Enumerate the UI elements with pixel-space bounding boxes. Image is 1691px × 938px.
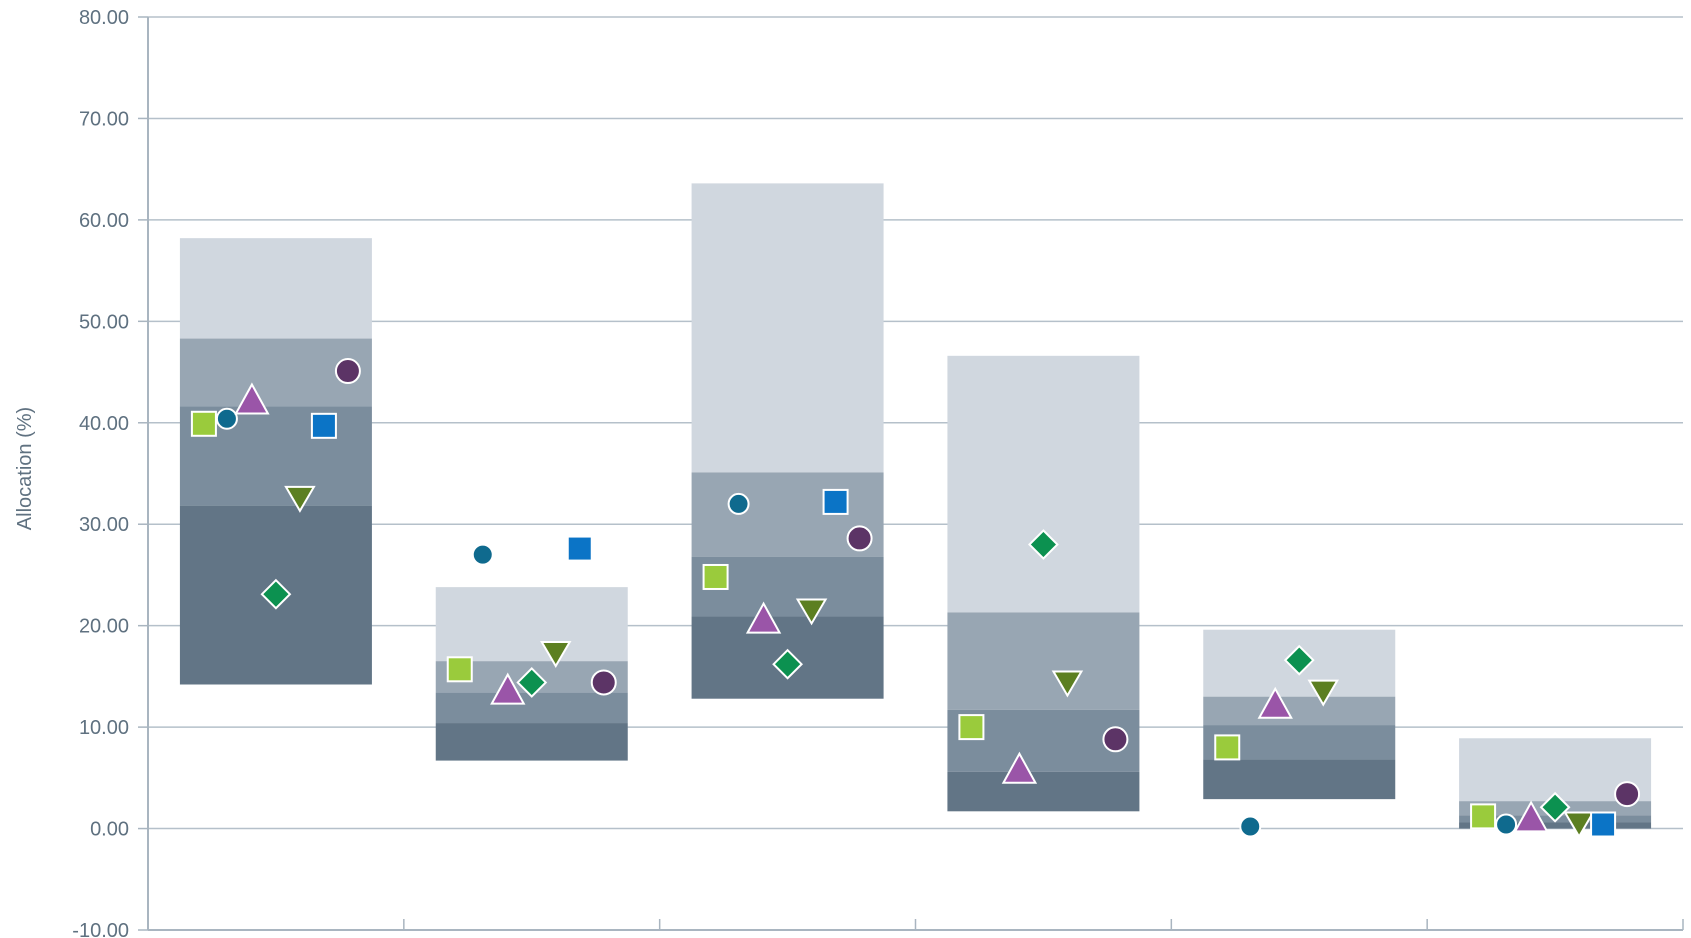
marker-series-3-cat-3 (745, 601, 782, 634)
band-upper-range-3 (691, 183, 884, 473)
y-tick-label: 70.00 (79, 108, 129, 130)
marker-series-2-cat-6 (1495, 813, 1518, 836)
band-upper-range-2 (435, 587, 628, 662)
marker-series-5-cat-3 (795, 598, 828, 626)
marker-series-6-cat-2 (566, 535, 593, 562)
marker-series-4-cat-1 (260, 578, 292, 610)
band-upper-range-1 (179, 238, 372, 339)
gridlines (138, 16, 1683, 931)
marker-series-3-cat-6 (1513, 800, 1549, 833)
marker-series-3-cat-4 (1001, 751, 1038, 784)
y-axis-title: Allocation (%) (14, 407, 36, 530)
y-tick-label: 10.00 (79, 717, 129, 739)
marker-series-2-cat-3 (727, 492, 750, 515)
y-tick-label: 20.00 (79, 616, 129, 638)
y-tick-label: 40.00 (79, 413, 129, 435)
marker-series-4-cat-3 (772, 648, 803, 680)
axis-labels: 80.00 70.00 60.00 50.00 40.00 30.00 20.00 10.00… (14, 7, 129, 938)
marker-series-1-cat-4 (958, 714, 985, 741)
y-tick-label: 0.00 (90, 819, 129, 841)
band-lower-range-4 (947, 771, 1140, 812)
marker-series-6-cat-6 (1590, 811, 1617, 838)
marker-series-7-cat-4 (1102, 726, 1129, 753)
marker-series-1-cat-2 (446, 656, 473, 683)
marker-series-4-cat-4 (1028, 529, 1059, 560)
marker-series-7-cat-2 (590, 669, 617, 696)
band-upper-quartile-4 (947, 612, 1140, 710)
band-lower-range-2 (435, 723, 628, 761)
marker-series-5-cat-1 (284, 485, 316, 513)
marker-series-1-cat-1 (190, 410, 217, 437)
marker-series-7-cat-6 (1614, 781, 1641, 808)
y-tick-label: 30.00 (79, 514, 129, 536)
marker-series-1-cat-5 (1214, 734, 1241, 761)
band-lower-range-6 (1459, 822, 1652, 829)
marker-series-1-cat-3 (702, 563, 729, 590)
y-tick-label: 50.00 (79, 311, 129, 333)
marker-series-2-cat-2 (471, 543, 494, 566)
band-lower-range-5 (1203, 759, 1396, 800)
marker-series-3-cat-2 (490, 672, 526, 705)
band-upper-range-4 (947, 355, 1140, 613)
marker-series-5-cat-4 (1051, 670, 1084, 698)
band-upper-quartile-5 (1203, 696, 1396, 726)
marker-series-1-cat-6 (1470, 803, 1497, 830)
marker-series-7-cat-1 (334, 358, 361, 385)
marker-series-5-cat-5 (1307, 679, 1339, 707)
marker-series-5-cat-2 (540, 641, 572, 669)
marker-series-4-cat-5 (1283, 644, 1315, 676)
marker-series-4-cat-6 (1539, 791, 1571, 823)
marker-series-7-cat-3 (846, 525, 873, 552)
marker-series-4-cat-2 (516, 667, 548, 698)
marker-series-2-cat-1 (215, 407, 238, 430)
marker-series-2-cat-5 (1239, 815, 1262, 838)
marker-series-3-cat-1 (234, 382, 270, 415)
marker-series-3-cat-5 (1257, 686, 1293, 719)
range-bands (179, 183, 1652, 829)
marker-series-5-cat-6 (1563, 811, 1595, 839)
y-tick-label: 60.00 (79, 210, 129, 232)
data-markers (190, 358, 1641, 839)
y-tick-label: -10.00 (72, 920, 129, 938)
y-tick-label: 80.00 (79, 7, 129, 29)
marker-series-6-cat-1 (310, 412, 337, 439)
axes (147, 17, 1684, 931)
marker-series-6-cat-3 (822, 488, 849, 515)
